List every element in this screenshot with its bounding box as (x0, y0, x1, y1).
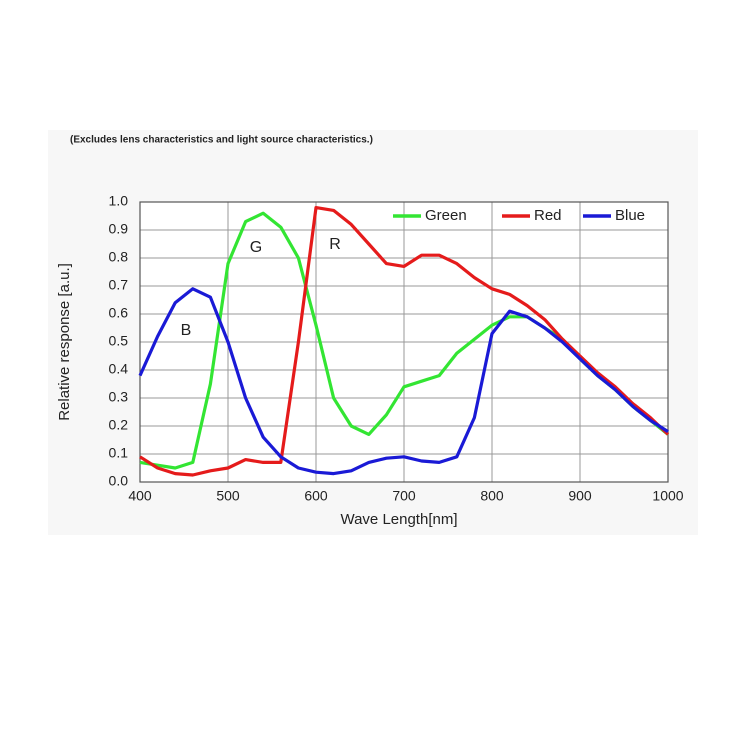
legend-label: Green (425, 207, 467, 224)
y-tick-label: 0.9 (109, 221, 129, 237)
y-tick-label: 0.5 (109, 333, 129, 349)
x-tick-label: 900 (568, 488, 592, 504)
series-line (138, 287, 669, 476)
y-tick-label: 1.0 (109, 193, 129, 209)
x-tick-label: 400 (128, 488, 152, 504)
y-tick-label: 0.8 (109, 249, 129, 265)
curve-label: B (181, 322, 192, 339)
curve-label: G (250, 239, 262, 256)
x-tick-label: 800 (480, 488, 504, 504)
y-tick-label: 0.0 (109, 473, 129, 489)
y-tick-label: 0.2 (109, 417, 129, 433)
y-tick-label: 0.1 (109, 445, 129, 461)
legend-label: Red (534, 207, 562, 224)
x-axis-label: Wave Length[nm] (340, 511, 457, 528)
x-tick-label: 1000 (652, 488, 683, 504)
curve-label: R (329, 236, 341, 253)
x-tick-label: 700 (392, 488, 416, 504)
series-line (139, 206, 670, 477)
chart-title: (Excludes lens characteristics and light… (70, 135, 373, 146)
y-tick-label: 0.6 (109, 305, 129, 321)
x-tick-label: 500 (216, 488, 240, 504)
y-tick-label: 0.4 (109, 361, 129, 377)
y-axis-label: Relative response [a.u.] (56, 263, 73, 421)
plot-border (139, 201, 669, 483)
legend-label: Blue (615, 207, 645, 224)
x-tick-label: 600 (304, 488, 328, 504)
y-tick-label: 0.7 (109, 277, 129, 293)
y-tick-label: 0.3 (109, 389, 129, 405)
